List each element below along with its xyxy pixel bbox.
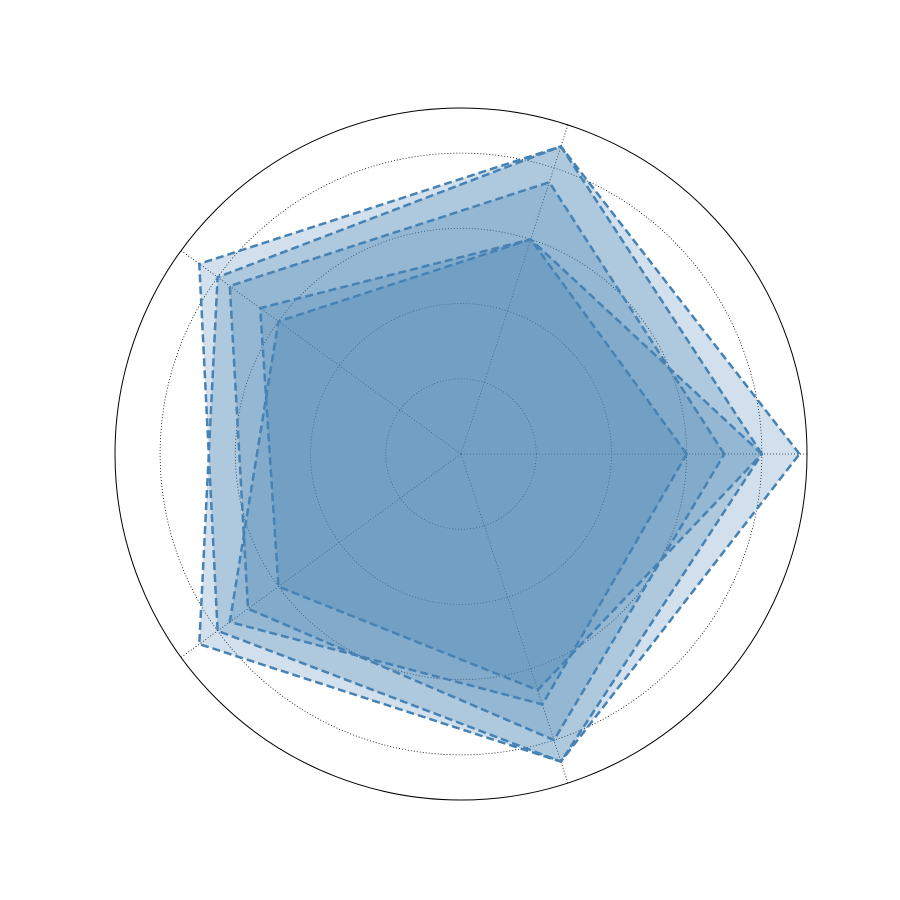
series-polygon-5 (228, 238, 688, 706)
series-layer (198, 145, 801, 763)
axis-spoke (180, 250, 462, 455)
grid-layer (114, 107, 808, 801)
series-polygon-4 (258, 238, 764, 692)
axis-spoke (460, 453, 569, 784)
axis-spoke (180, 453, 462, 658)
axis-spoke (460, 124, 569, 455)
series-polygon-2 (198, 145, 764, 763)
series-polygon-3 (228, 180, 726, 742)
outer-circle (114, 107, 808, 801)
